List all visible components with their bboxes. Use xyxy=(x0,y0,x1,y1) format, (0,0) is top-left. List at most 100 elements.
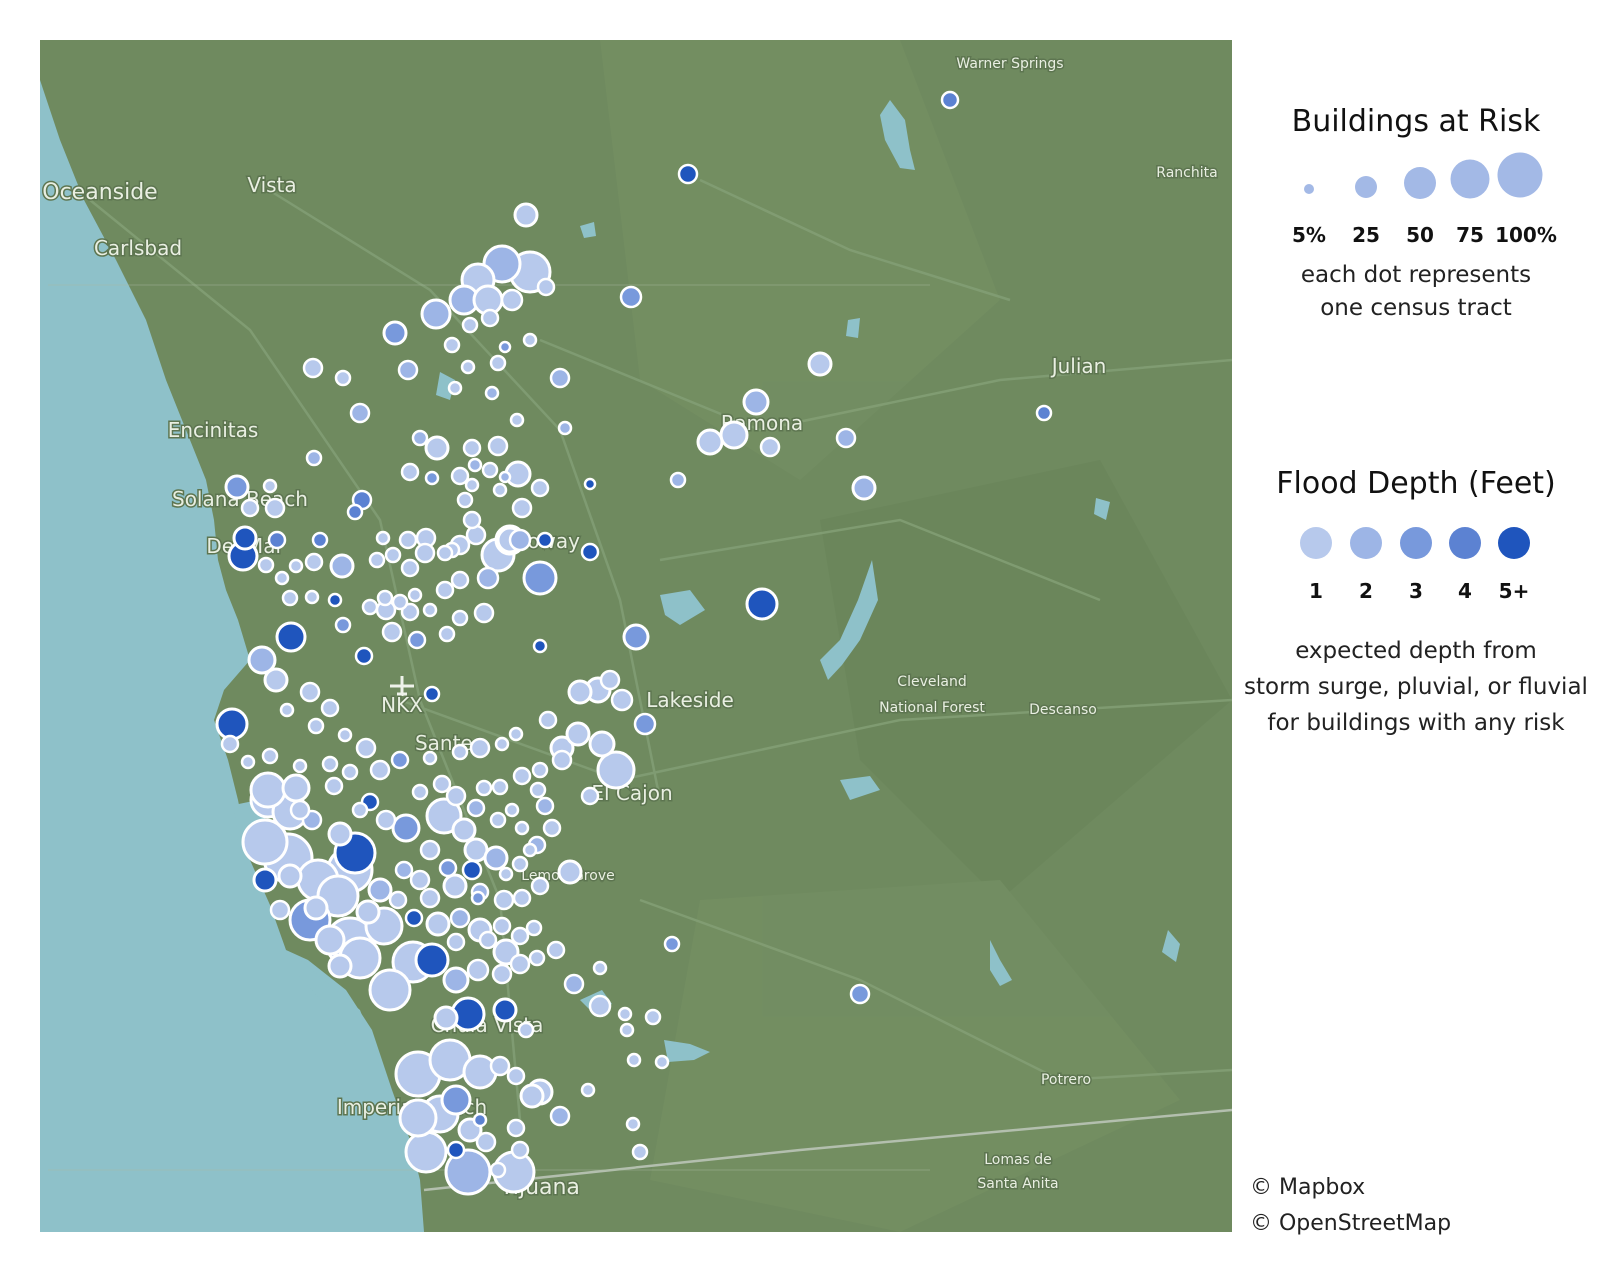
census-tract-dot[interactable] xyxy=(375,809,397,831)
census-tract-dot[interactable] xyxy=(489,811,507,829)
census-tract-dot[interactable] xyxy=(247,645,277,675)
census-tract-dot[interactable] xyxy=(580,542,600,562)
census-tract-dot[interactable] xyxy=(425,797,463,835)
census-tract-dot[interactable] xyxy=(940,90,960,110)
census-tract-dot[interactable] xyxy=(240,498,260,518)
census-tract-dot[interactable] xyxy=(414,542,436,564)
census-tract-dot[interactable] xyxy=(376,589,394,607)
census-tract-dot[interactable] xyxy=(447,380,463,396)
census-tract-dot[interactable] xyxy=(580,1082,596,1098)
census-tract-dot[interactable] xyxy=(305,449,323,467)
census-tract-dot[interactable] xyxy=(367,877,393,903)
census-tract-dot[interactable] xyxy=(240,754,256,770)
census-tract-dot[interactable] xyxy=(472,1112,488,1128)
census-tract-dot[interactable] xyxy=(677,163,699,185)
census-tract-dot[interactable] xyxy=(510,926,530,946)
census-tract-dot[interactable] xyxy=(303,895,329,921)
census-tract-dot[interactable] xyxy=(341,763,359,781)
credit-mapbox[interactable]: © Mapbox xyxy=(1250,1175,1366,1200)
census-tract-dot[interactable] xyxy=(400,558,420,578)
census-tract-dot[interactable] xyxy=(511,855,529,873)
census-tract-dot[interactable] xyxy=(400,462,420,482)
census-tract-dot[interactable] xyxy=(252,867,278,893)
census-tract-dot[interactable] xyxy=(462,438,482,458)
census-tract-dot[interactable] xyxy=(425,911,451,937)
census-tract-dot[interactable] xyxy=(492,916,512,936)
census-tract-dot[interactable] xyxy=(493,889,515,911)
census-tract-dot[interactable] xyxy=(669,471,687,489)
census-tract-dot[interactable] xyxy=(400,602,420,622)
census-tract-dot[interactable] xyxy=(508,726,524,742)
census-tract-dot[interactable] xyxy=(470,890,486,906)
census-tract-dot[interactable] xyxy=(346,503,364,521)
census-tract-dot[interactable] xyxy=(525,919,543,937)
census-tract-dot[interactable] xyxy=(327,592,343,608)
census-tract-dot[interactable] xyxy=(522,332,538,348)
census-tract-dot[interactable] xyxy=(314,924,346,956)
census-tract-dot[interactable] xyxy=(422,750,438,766)
census-tract-dot[interactable] xyxy=(274,570,290,586)
census-tract-dot[interactable] xyxy=(563,973,585,995)
census-tract-dot[interactable] xyxy=(446,932,466,952)
census-tract-dot[interactable] xyxy=(654,1054,670,1070)
census-tract-dot[interactable] xyxy=(327,953,353,979)
census-tract-dot[interactable] xyxy=(456,491,474,509)
census-tract-dot[interactable] xyxy=(498,340,512,354)
census-tract-dot[interactable] xyxy=(424,435,450,461)
census-tract-dot[interactable] xyxy=(432,774,452,794)
census-tract-dot[interactable] xyxy=(467,457,483,473)
census-tract-dot[interactable] xyxy=(483,845,509,871)
census-tract-dot[interactable] xyxy=(407,630,427,650)
census-tract-dot[interactable] xyxy=(232,525,258,551)
census-tract-dot[interactable] xyxy=(381,621,403,643)
census-tract-dot[interactable] xyxy=(535,796,555,816)
census-tract-dot[interactable] xyxy=(289,799,311,821)
census-tract-dot[interactable] xyxy=(580,786,600,806)
census-tract-dot[interactable] xyxy=(719,420,749,450)
census-tract-dot[interactable] xyxy=(384,546,402,564)
census-tract-dot[interactable] xyxy=(304,552,324,572)
census-tract-dot[interactable] xyxy=(557,420,573,436)
census-tract-dot[interactable] xyxy=(510,1140,530,1160)
census-tract-dot[interactable] xyxy=(388,890,408,910)
census-tract-dot[interactable] xyxy=(522,842,538,858)
census-tract-dot[interactable] xyxy=(354,646,374,666)
census-tract-dot[interactable] xyxy=(451,743,469,761)
census-tract-dot[interactable] xyxy=(281,589,299,607)
census-tract-dot[interactable] xyxy=(849,983,871,1005)
census-tract-dot[interactable] xyxy=(530,478,550,498)
census-tract-dot[interactable] xyxy=(438,625,456,643)
census-tract-dot[interactable] xyxy=(529,781,547,799)
census-tract-dot[interactable] xyxy=(565,721,591,747)
census-tract-dot[interactable] xyxy=(275,621,307,653)
census-tract-dot[interactable] xyxy=(619,1022,635,1038)
census-tract-dot[interactable] xyxy=(807,351,833,377)
census-tract-dot[interactable] xyxy=(329,553,355,579)
census-tract-dot[interactable] xyxy=(460,359,476,375)
census-tract-dot[interactable] xyxy=(419,887,441,909)
census-tract-dot[interactable] xyxy=(462,510,482,530)
census-tract-dot[interactable] xyxy=(498,866,514,882)
census-tract-dot[interactable] xyxy=(551,749,573,771)
census-tract-dot[interactable] xyxy=(489,1161,507,1179)
census-tract-dot[interactable] xyxy=(324,776,344,796)
census-tract-dot[interactable] xyxy=(631,1143,649,1161)
census-tract-dot[interactable] xyxy=(663,935,681,953)
census-tract-dot[interactable] xyxy=(475,779,493,797)
census-tract-dot[interactable] xyxy=(334,369,352,387)
census-tract-dot[interactable] xyxy=(375,530,391,546)
census-tract-dot[interactable] xyxy=(436,544,454,562)
census-tract-dot[interactable] xyxy=(531,761,549,779)
census-tract-dot[interactable] xyxy=(288,558,304,574)
census-tract-dot[interactable] xyxy=(557,859,583,885)
census-tract-dot[interactable] xyxy=(506,1118,526,1138)
census-tract-dot[interactable] xyxy=(261,747,279,765)
census-tract-dot[interactable] xyxy=(420,298,452,330)
census-tract-dot[interactable] xyxy=(494,736,510,752)
census-tract-dot[interactable] xyxy=(484,385,500,401)
census-tract-dot[interactable] xyxy=(442,873,468,899)
census-tract-dot[interactable] xyxy=(567,679,593,705)
census-tract-dot[interactable] xyxy=(696,428,724,456)
census-tract-dot[interactable] xyxy=(469,737,491,759)
census-tract-dot[interactable] xyxy=(549,1105,571,1127)
